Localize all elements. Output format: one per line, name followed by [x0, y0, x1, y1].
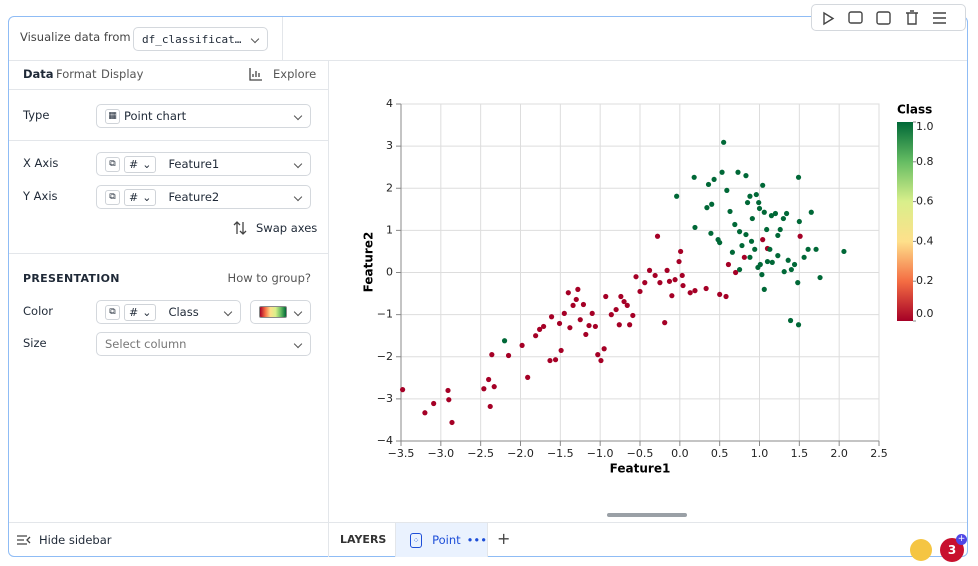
column-type: # — [129, 190, 139, 204]
menu-icon[interactable] — [933, 12, 946, 24]
explore[interactable]: Explore — [273, 67, 317, 81]
tab-data[interactable]: Data — [23, 67, 54, 81]
type-dropdown[interactable]: ▦ Point chart — [96, 104, 311, 128]
toolbar-icons — [823, 10, 946, 26]
color-dropdown[interactable]: ⧉ # ⌄ Class — [96, 300, 241, 324]
swap-icon — [233, 221, 247, 235]
how-to-group[interactable]: How to group? — [227, 271, 311, 285]
layer-more[interactable]: ••• — [466, 533, 487, 547]
color-label: Color — [23, 304, 54, 318]
scrollbar[interactable] — [607, 513, 687, 517]
x-value: Feature1 — [168, 157, 220, 171]
avatar[interactable] — [910, 539, 932, 561]
size-dropdown[interactable]: Select column — [96, 332, 311, 356]
run-icon[interactable] — [823, 11, 835, 26]
layer-name: Point — [432, 533, 461, 547]
add-layer[interactable]: + — [497, 529, 511, 548]
badge-plus: + — [956, 534, 967, 545]
frame — [8, 16, 968, 557]
x-axis-label: X Axis — [23, 156, 59, 170]
divider — [9, 60, 967, 61]
palette-dropdown[interactable] — [250, 300, 311, 324]
type-value: Point chart — [124, 109, 187, 123]
palette-swatch — [259, 306, 287, 318]
explore-icon — [249, 68, 262, 81]
toolbar — [811, 4, 966, 31]
hide-sidebar[interactable]: Hide sidebar — [39, 533, 112, 547]
column-type: # — [129, 157, 139, 171]
section-title: PRESENTATION — [23, 272, 120, 285]
swap-axes[interactable]: Swap axes — [256, 221, 318, 235]
divider — [9, 89, 328, 90]
x-dropdown[interactable]: ⧉ # ⌄ Feature1 — [96, 152, 311, 176]
source-label: Visualize data from — [20, 30, 131, 44]
color-value: Class — [168, 305, 199, 319]
divider — [9, 253, 328, 254]
size-placeholder: Select column — [105, 337, 187, 351]
y-value: Feature2 — [168, 190, 220, 204]
source-value: df_classificat… — [142, 32, 242, 46]
y-dropdown[interactable]: ⧉ # ⌄ Feature2 — [96, 185, 311, 209]
layer-tab[interactable]: ⁘ Point ••• — [395, 523, 488, 557]
comment-icon[interactable] — [848, 11, 863, 24]
divider — [9, 522, 967, 523]
layers-title: LAYERS — [340, 533, 387, 546]
code-icon[interactable] — [876, 11, 891, 25]
tab-format[interactable]: Format — [56, 67, 97, 81]
source-dropdown[interactable]: df_classificat… — [133, 27, 268, 51]
divider — [328, 60, 329, 557]
y-axis-label: Y Axis — [23, 189, 58, 203]
size-label: Size — [23, 336, 47, 350]
hide-icon — [17, 535, 31, 545]
column-type: # — [129, 305, 139, 319]
divider — [9, 140, 328, 141]
delete-icon[interactable] — [906, 10, 918, 25]
tab-display[interactable]: Display — [101, 67, 144, 81]
divider — [282, 17, 283, 60]
type-label: Type — [23, 108, 50, 122]
